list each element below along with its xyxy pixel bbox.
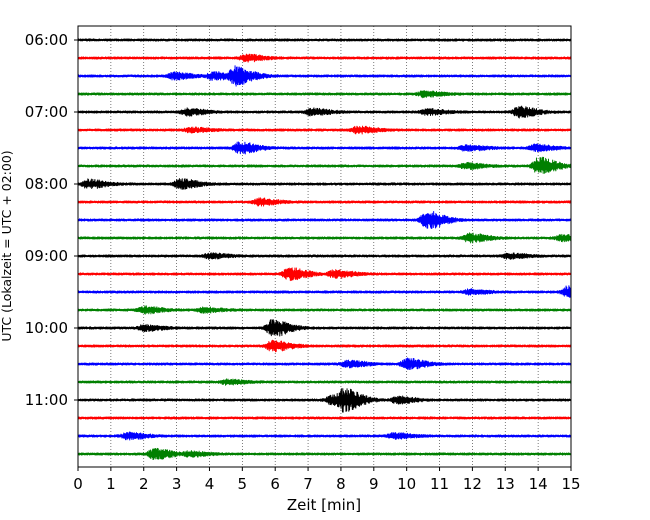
trace-0645 <box>77 90 572 99</box>
x-tick-label: 0 <box>73 475 83 493</box>
trace-1130 <box>77 431 572 441</box>
x-tick-label: 10 <box>397 475 416 493</box>
y-tick-label: 06:00 <box>25 31 68 49</box>
x-tick-label: 2 <box>139 475 149 493</box>
x-tick-label: 5 <box>238 475 248 493</box>
x-tick-label: 15 <box>561 475 580 493</box>
x-tick-label: 1 <box>106 475 116 493</box>
trace-0945 <box>77 305 572 315</box>
trace-1015 <box>77 339 572 353</box>
trace-0930 <box>77 285 572 298</box>
x-tick-label: 3 <box>172 475 182 493</box>
trace-1100 <box>77 388 572 413</box>
trace-1000 <box>77 318 572 337</box>
trace-0715 <box>77 125 572 135</box>
x-tick-label: 7 <box>303 475 313 493</box>
y-tick-label: 11:00 <box>25 391 68 409</box>
trace-0915 <box>77 267 572 282</box>
trace-0615 <box>77 53 572 63</box>
trace-0630 <box>77 65 572 87</box>
x-tick-label: 14 <box>529 475 548 493</box>
x-axis-title: Zeit [min] <box>287 496 361 514</box>
trace-0745 <box>77 156 572 174</box>
x-tick-label: 9 <box>369 475 379 493</box>
trace-1145 <box>77 447 572 461</box>
y-tick-label: 09:00 <box>25 247 68 265</box>
trace-0800 <box>77 178 572 190</box>
trace-0815 <box>77 197 572 207</box>
trace-0600 <box>77 38 572 42</box>
x-tick-label: 12 <box>463 475 482 493</box>
trace-0830 <box>77 210 572 229</box>
trace-0900 <box>77 252 572 260</box>
y-tick-label: 07:00 <box>25 103 68 121</box>
plot-background <box>78 26 571 467</box>
y-tick-label: 10:00 <box>25 319 68 337</box>
x-axis-ticks: 0 1 2 3 4 5 6 7 8 9 10 11 12 13 14 15 <box>73 467 581 493</box>
x-tick-label: 8 <box>336 475 346 493</box>
x-tick-label: 13 <box>496 475 515 493</box>
seismogram-traces <box>77 38 572 461</box>
trace-1030 <box>77 357 572 370</box>
trace-0730 <box>77 141 572 155</box>
trace-0845 <box>77 232 572 244</box>
y-axis-ticks: 06:00 07:00 08:00 09:00 10:00 11:00 <box>25 31 78 409</box>
x-tick-label: 6 <box>270 475 280 493</box>
y-tick-label: 08:00 <box>25 175 68 193</box>
y-axis-title: UTC (Lokalzeit = UTC + 02:00) <box>0 150 14 341</box>
trace-1115 <box>77 416 572 420</box>
trace-1045 <box>77 378 572 386</box>
trace-0700 <box>77 105 572 119</box>
plot-frame <box>77 25 572 468</box>
x-tick-label: 4 <box>205 475 215 493</box>
x-tick-label: 11 <box>430 475 449 493</box>
